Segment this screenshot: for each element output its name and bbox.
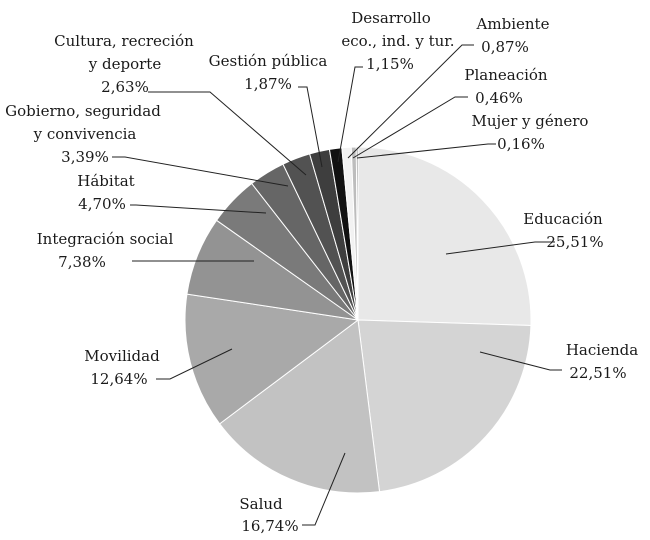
category-label-habitat: Hábitat [77, 172, 134, 190]
slice-labels: Educación 25,51% Hacienda 22,51% Salud 16,74%… [5, 9, 638, 535]
category-label-hacienda: Hacienda [566, 341, 638, 359]
leader-line-desarrollo-eco-ind-y-tur [337, 66, 363, 163]
category-label-gobierno-seguridad-y-convivencia: y convivencia [33, 125, 137, 143]
data-label-gestion-publica: 1,87% [244, 75, 292, 93]
data-label-cultura-recrecion-y-deporte: 2,63% [101, 78, 149, 96]
leader-line-ambiente [347, 44, 474, 159]
category-label-desarrollo-eco-ind-y-tur: eco., ind. y tur. [341, 32, 454, 50]
category-label-desarrollo-eco-ind-y-tur: Desarrollo [351, 9, 431, 27]
data-label-planeacion: 0,46% [475, 89, 523, 107]
data-label-integracion-social: 7,38% [58, 253, 106, 271]
data-label-desarrollo-eco-ind-y-tur: 1,15% [366, 55, 414, 73]
pie-slices [184, 146, 532, 494]
pie-slice-movilidad [184, 293, 360, 425]
pie-slice-educacion [357, 146, 532, 327]
category-label-gestion-publica: Gestión pública [209, 52, 328, 70]
category-label-movilidad: Movilidad [84, 347, 160, 365]
leader-line-habitat [130, 204, 267, 214]
leader-line-planeacion [352, 96, 468, 159]
data-label-salud: 16,74% [241, 517, 298, 535]
leader-line-salud [302, 452, 346, 526]
category-label-mujer-y-genero: Mujer y género [472, 112, 589, 130]
leader-line-hacienda [479, 351, 562, 371]
pie-slice-salud [218, 319, 381, 494]
leader-line-gestion-publica [298, 86, 323, 168]
data-label-gobierno-seguridad-y-convivencia: 3,39% [61, 148, 109, 166]
category-label-cultura-recrecion-y-deporte: Cultura, recreción [54, 32, 194, 50]
data-label-habitat: 4,70% [78, 195, 126, 213]
data-label-mujer-y-genero: 0,16% [497, 135, 545, 153]
leader-line-movilidad [156, 348, 233, 380]
leader-line-gobierno-seguridad-y-convivencia [112, 156, 289, 187]
leader-line-cultura-recrecion-y-deporte [148, 91, 307, 176]
category-label-gobierno-seguridad-y-convivencia: Gobierno, seguridad [5, 102, 161, 120]
data-label-movilidad: 12,64% [90, 370, 147, 388]
category-label-ambiente: Ambiente [476, 15, 550, 33]
category-label-salud: Salud [239, 495, 283, 513]
leader-line-educacion [445, 241, 555, 255]
category-label-cultura-recrecion-y-deporte: y deporte [88, 55, 162, 73]
leader-lines [112, 44, 562, 526]
pie-slice-hacienda [357, 319, 532, 493]
data-label-hacienda: 22,51% [569, 364, 626, 382]
leader-line-mujer-y-genero [356, 143, 496, 159]
category-label-integracion-social: Integración social [37, 230, 174, 248]
pie-slice-mujer-y-genero [355, 146, 359, 321]
category-label-planeacion: Planeación [464, 66, 548, 84]
data-label-educacion: 25,51% [546, 233, 603, 251]
data-label-ambiente: 0,87% [481, 38, 529, 56]
category-label-educacion: Educación [523, 210, 603, 228]
